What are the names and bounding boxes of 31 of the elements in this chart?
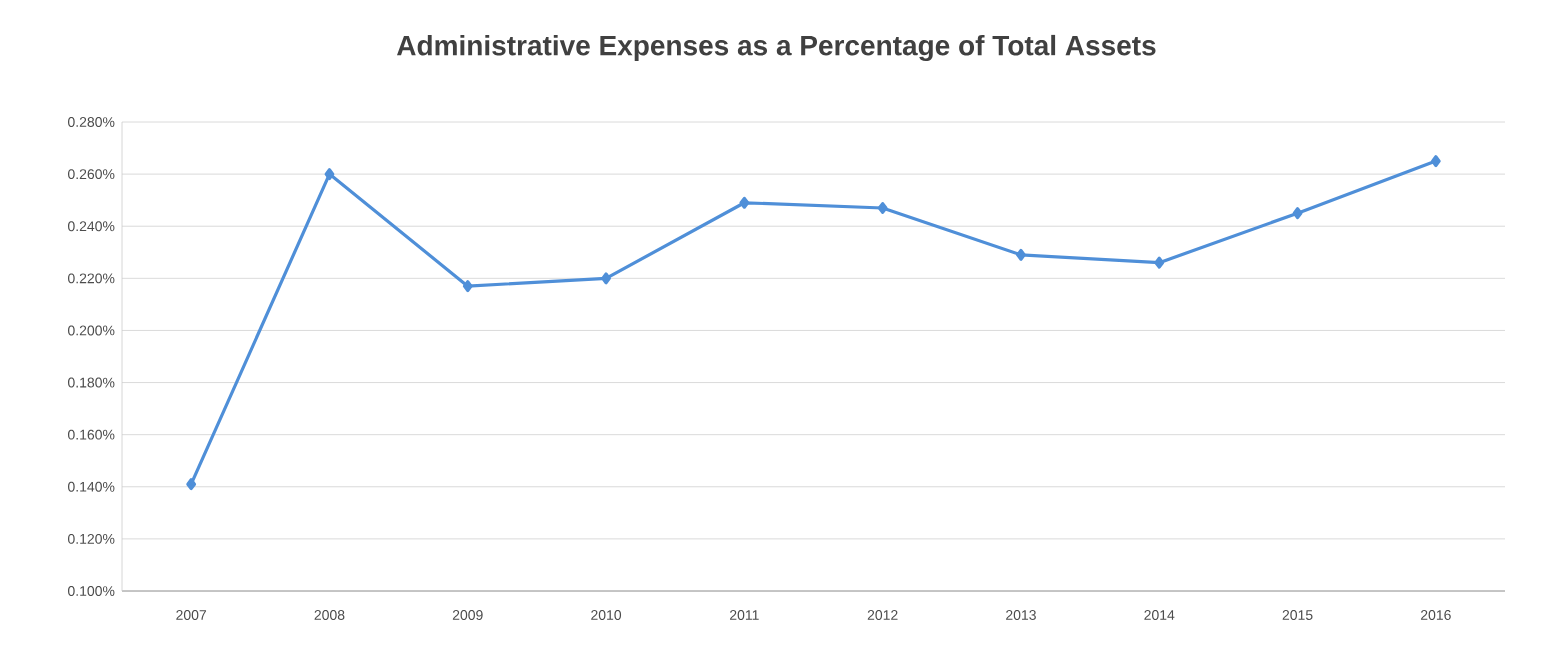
y-tick-label: 0.240%	[67, 221, 115, 232]
x-tick-label: 2011	[729, 610, 759, 620]
y-tick-label: 0.100%	[67, 586, 115, 596]
chart-title: Administrative Expenses as a Percentage of Total Assets	[396, 34, 1156, 62]
x-tick-label: 2012	[867, 610, 898, 620]
y-tick-label: 0.180%	[67, 377, 115, 388]
y-tick-label: 0.260%	[67, 169, 115, 180]
y-tick-label: 0.140%	[67, 481, 115, 492]
point	[1154, 256, 1165, 269]
x-tick-label: 2008	[314, 610, 345, 620]
y-tick-label: 0.220%	[67, 273, 115, 284]
x-tick-label: 2007	[176, 610, 207, 620]
x-tick-label: 2014	[1144, 610, 1175, 620]
point	[877, 201, 888, 214]
point	[186, 478, 197, 491]
x-tick-label: 2015	[1282, 610, 1313, 620]
y-tick-label: 0.160%	[67, 429, 115, 440]
point	[324, 168, 335, 181]
point	[1430, 155, 1441, 168]
y-tick-label: 0.280%	[67, 117, 115, 127]
x-tick-label: 2009	[452, 610, 483, 620]
point	[601, 272, 611, 285]
y-tick-label: 0.200%	[67, 325, 115, 336]
x-tick-label: 2010	[591, 610, 622, 620]
point	[739, 196, 750, 209]
y-tick-label: 0.120%	[67, 533, 115, 544]
x-tick-label: 2013	[1006, 610, 1036, 620]
point	[1016, 248, 1026, 261]
point	[462, 280, 473, 293]
x-tick-label: 2016	[1420, 610, 1451, 620]
point	[1292, 207, 1303, 220]
